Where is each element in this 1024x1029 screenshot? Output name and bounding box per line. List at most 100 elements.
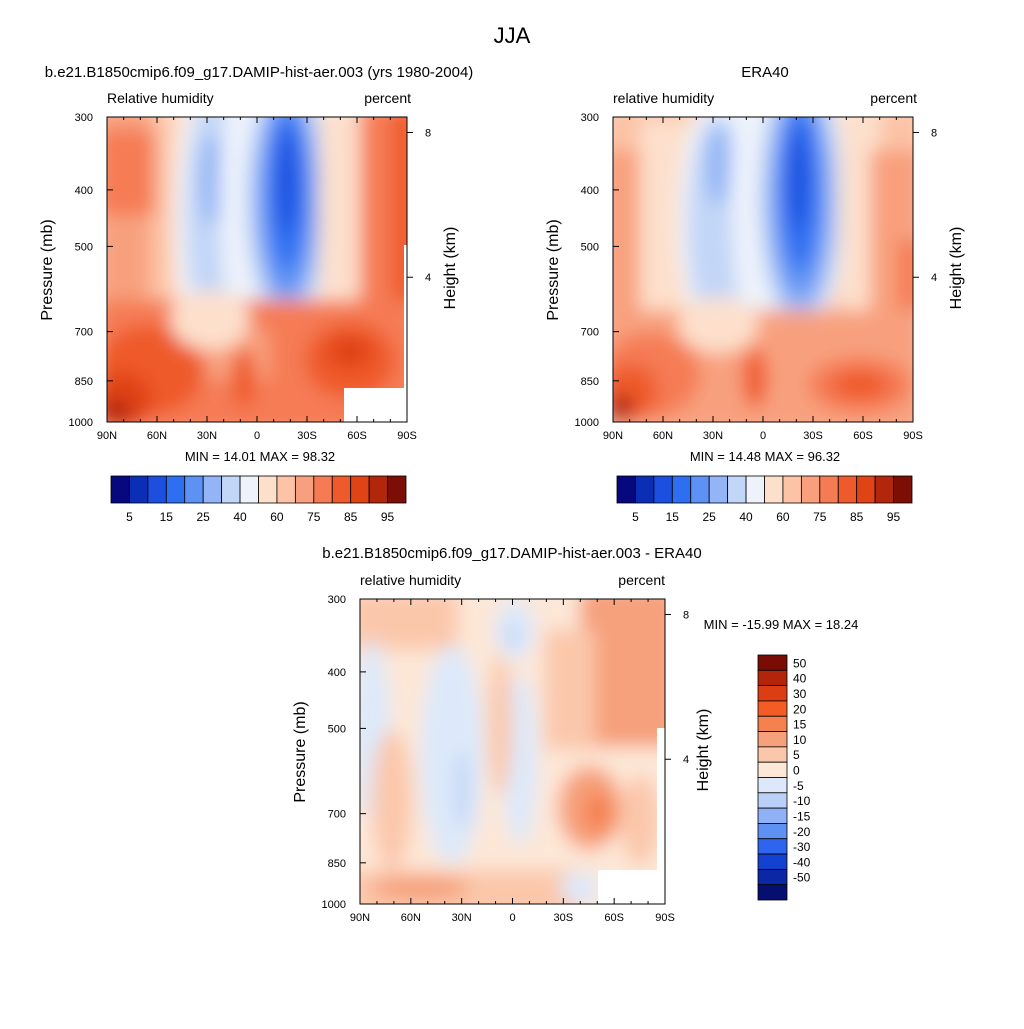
colorbar-box: [800, 475, 821, 504]
field-band: [743, 348, 767, 408]
y-tick-label: 400: [328, 667, 346, 679]
colorbar-box: [147, 475, 167, 504]
panel-diff-y2label: Height (km): [695, 709, 712, 792]
field-band: [560, 872, 600, 904]
y2-tick-label: 4: [425, 272, 431, 284]
panel-diff-ylabel: Pressure (mb): [292, 701, 309, 802]
field-band: [372, 730, 412, 870]
colorbar-label: -5: [793, 779, 804, 793]
colorbar-label: 25: [197, 510, 211, 524]
colorbar-box: [331, 475, 352, 504]
colorbar-box: [110, 475, 130, 504]
panel-obs-min-max: MIN = 14.48 MAX = 96.32: [690, 449, 840, 464]
field-band: [620, 775, 660, 865]
colorbar-label: 10: [793, 733, 807, 747]
colorbar-label: 5: [632, 510, 639, 524]
colorbar-box: [757, 853, 788, 870]
colorbar-box: [184, 475, 204, 504]
colorbar-label: -10: [793, 794, 811, 808]
y-tick-label: 700: [75, 327, 93, 339]
y2-tick-label: 4: [931, 272, 937, 284]
masked-region: [404, 245, 407, 390]
field-band: [232, 348, 256, 408]
colorbar-label: 40: [739, 510, 753, 524]
colorbar-box: [856, 475, 876, 504]
field-band: [788, 128, 808, 232]
colorbar-label: 50: [793, 656, 807, 670]
x-tick-label: 0: [760, 430, 766, 442]
y2-tick-label: 8: [425, 127, 431, 139]
colorbar-box: [757, 884, 788, 901]
field-band: [678, 297, 758, 353]
colorbar-box: [387, 475, 407, 504]
x-tick-label: 90N: [97, 430, 117, 442]
colorbar-label: 5: [793, 748, 800, 762]
y-tick-label: 850: [581, 376, 599, 388]
y-tick-label: 700: [581, 327, 599, 339]
colorbar-box: [757, 761, 788, 778]
colorbar-box: [239, 475, 259, 504]
panel-obs-colorbar: 5 15 25 40 60 75 85 95: [616, 475, 913, 524]
colorbar-label: 85: [344, 510, 358, 524]
colorbar-box: [782, 475, 802, 504]
colorbar-label: 40: [793, 672, 807, 686]
panel-diff-right-subtitle: percent: [618, 572, 665, 588]
field-band: [613, 394, 634, 422]
x-tick-label: 60S: [347, 430, 367, 442]
panel-obs-left-subtitle: relative humidity: [613, 90, 714, 106]
colorbar-label: 75: [307, 510, 321, 524]
colorbar-box: [874, 475, 894, 504]
colorbar-label: 75: [813, 510, 827, 524]
colorbar-label: -40: [793, 855, 811, 869]
y-tick-label: 850: [75, 376, 93, 388]
y2-tick-label: 8: [931, 127, 937, 139]
colorbar-label: 95: [381, 510, 395, 524]
field-band: [328, 336, 372, 368]
x-tick-label: 0: [254, 430, 260, 442]
colorbar-box: [757, 868, 788, 886]
panel-obs-title: ERA40: [741, 64, 789, 81]
panel-obs-axes: 90N 60N 30N 0 30S 60S 90S 300 400 500 700 850 1000 8 4: [575, 112, 938, 442]
colorbar-box: [350, 475, 370, 504]
y-tick-label: 500: [75, 241, 93, 253]
y-tick-label: 400: [75, 185, 93, 197]
y-tick-label: 500: [328, 723, 346, 735]
colorbar-label: 85: [850, 510, 864, 524]
panel-model-min-max: MIN = 14.01 MAX = 98.32: [185, 449, 335, 464]
colorbar-label: 40: [233, 510, 247, 524]
field-band: [706, 125, 730, 205]
colorbar-box: [893, 475, 913, 504]
panel-diff-title: b.e21.B1850cmip6.f09_g17.DAMIP-hist-aer.…: [322, 545, 701, 562]
x-tick-label: 60S: [853, 430, 873, 442]
y2-tick-label: 8: [683, 609, 689, 621]
colorbar-label: 15: [793, 718, 807, 732]
x-tick-label: 30S: [554, 912, 574, 924]
field-band: [277, 130, 297, 234]
y-tick-label: 1000: [575, 417, 599, 429]
colorbar-label: 60: [776, 510, 790, 524]
colorbar-box: [202, 475, 223, 504]
panel-model-left-subtitle: Relative humidity: [107, 90, 214, 106]
colorbar-box: [757, 669, 788, 687]
x-tick-label: 90S: [655, 912, 675, 924]
x-tick-label: 90S: [397, 430, 417, 442]
x-tick-label: 30N: [197, 430, 217, 442]
panel-model-title: b.e21.B1850cmip6.f09_g17.DAMIP-hist-aer.…: [45, 64, 474, 81]
colorbar-box: [757, 700, 788, 717]
colorbar-label: -20: [793, 825, 811, 839]
colorbar-box: [165, 475, 186, 504]
colorbar-box: [757, 838, 788, 855]
panel-model-y2label: Height (km): [442, 227, 459, 310]
colorbar-box: [837, 475, 858, 504]
field-band: [506, 624, 518, 648]
field-band: [370, 876, 470, 900]
field-band: [360, 599, 458, 650]
colorbar-box: [258, 475, 278, 504]
panel-obs-field: [613, 117, 913, 422]
y-tick-label: 500: [581, 241, 599, 253]
colorbar-label: 0: [793, 764, 800, 778]
colorbar-box: [819, 475, 839, 504]
panel-model-colorbar: 5 15 25 40 60 75 85 95: [110, 475, 407, 524]
y-tick-label: 1000: [322, 899, 346, 911]
